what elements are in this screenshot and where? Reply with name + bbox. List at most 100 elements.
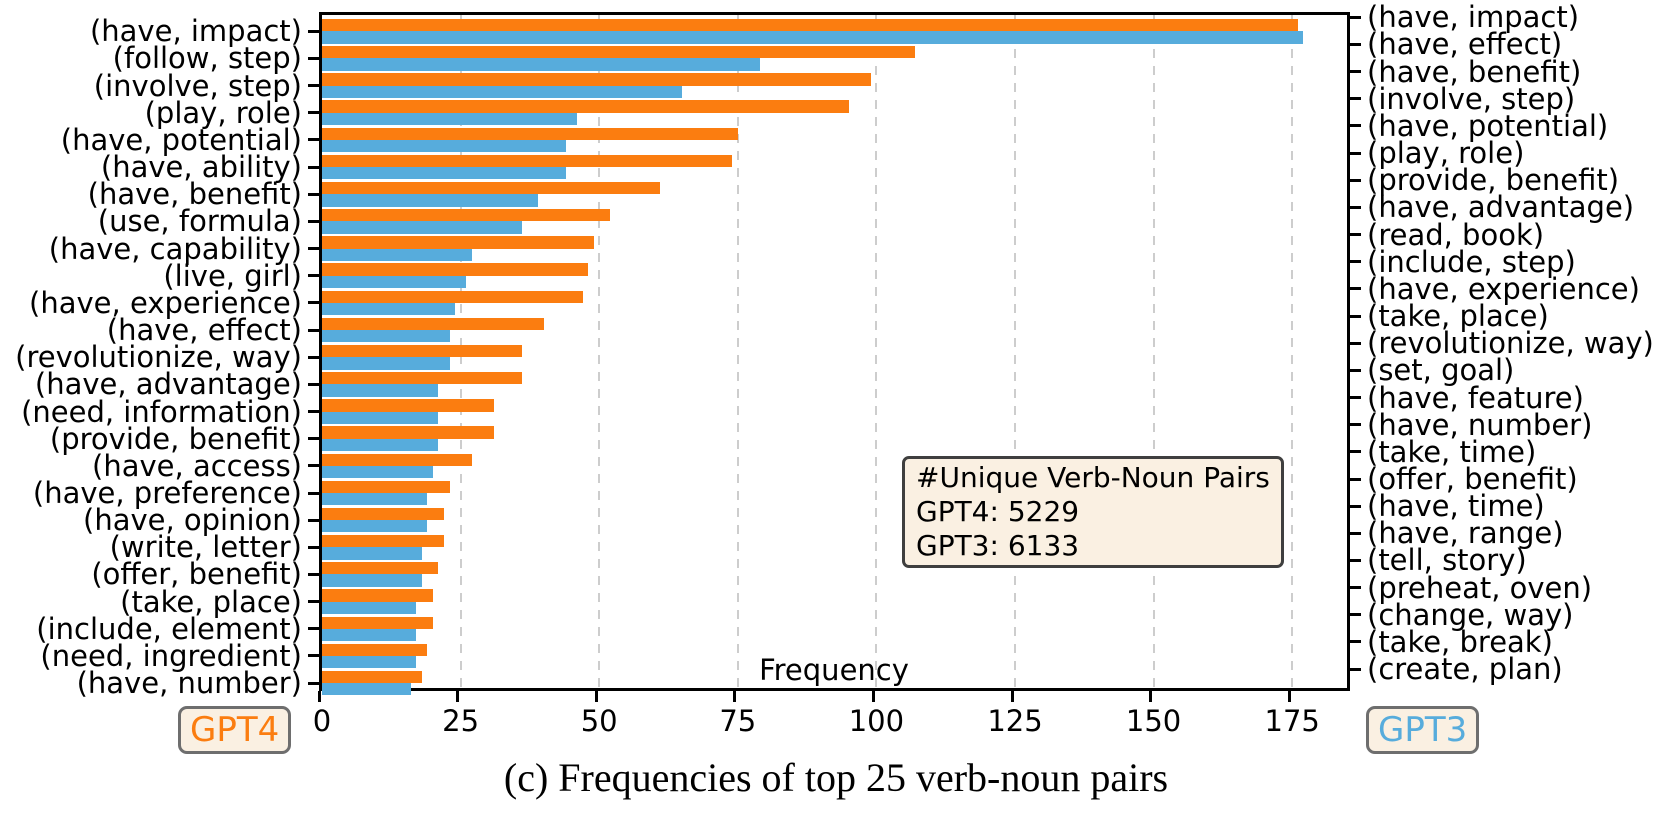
annotation-title: #Unique Verb-Noun Pairs [916,461,1270,494]
bar-gpt3 [322,221,522,234]
y-label-left: (have, experience) [29,285,302,320]
y-tick-right [1350,504,1361,508]
bar-gpt3 [322,384,439,397]
bar-gpt4 [322,507,444,521]
y-tick-right [1350,667,1361,671]
bar-gpt3 [322,31,1304,44]
bar-gpt3 [322,58,760,71]
x-tick [733,691,737,702]
x-tick [317,691,321,702]
y-tick-left [308,165,319,169]
y-label-left: (use, formula) [97,204,302,239]
y-tick-left [308,410,319,414]
bar-gpt4 [322,453,472,466]
y-label-left: (have, benefit) [87,177,302,212]
y-tick-right [1350,477,1361,481]
y-label-left: (have, number) [76,666,302,701]
bar-gpt3 [322,574,422,587]
gridline-75 [736,15,739,688]
bar-gpt4 [322,562,439,575]
y-label-left: (have, opinion) [83,503,302,538]
bar-gpt4 [322,18,1298,32]
bar-gpt3 [322,547,422,560]
y-tick-right [1350,396,1361,400]
y-label-right: (take, break) [1367,624,1553,659]
y-label-left: (have, potential) [60,122,302,157]
y-tick-right [1350,368,1361,372]
y-tick-left [308,491,319,495]
y-label-left: (play, role) [144,95,302,130]
y-label-right: (have, effect) [1367,27,1563,62]
bar-gpt3 [322,139,566,153]
y-tick-right [1350,287,1361,291]
y-label-right: (include, step) [1367,244,1576,279]
y-tick-left [308,355,319,359]
y-tick-right [1350,233,1361,237]
y-label-left: (have, access) [92,448,302,483]
bar-gpt3 [322,112,578,126]
y-tick-left [308,29,319,33]
x-tick-label: 25 [442,704,480,738]
y-tick-right [1350,450,1361,454]
y-tick-right [1350,124,1361,128]
bar-gpt4 [322,181,661,195]
bar-gpt4 [322,670,422,684]
bar-gpt4 [322,263,589,276]
x-tick-label: 150 [1125,704,1182,738]
y-label-right: (play, role) [1367,136,1525,171]
bar-gpt3 [322,85,683,98]
y-label-left: (have, advantage) [34,367,302,402]
y-tick-left [308,545,319,549]
y-tick-left [308,247,319,251]
y-label-left: (take, place) [120,584,302,619]
x-tick [1287,691,1291,702]
y-tick-right [1350,531,1361,535]
y-label-left: (follow, step) [112,41,302,76]
y-tick-right [1350,260,1361,264]
y-label-left: (need, information) [21,394,302,429]
y-tick-left [308,84,319,88]
gridline-50 [598,15,601,688]
y-tick-right [1350,151,1361,155]
x-tick-label: 75 [719,704,757,738]
y-tick-right [1350,42,1361,46]
y-label-left: (have, ability) [100,150,302,185]
x-tick [871,691,875,702]
y-tick-left [308,274,319,278]
bar-gpt4 [322,372,522,385]
y-label-right: (have, impact) [1367,0,1580,35]
y-label-left: (write, letter) [109,530,302,565]
bar-gpt4 [322,426,494,439]
y-tick-right [1350,423,1361,427]
bar-gpt4 [322,236,594,249]
y-tick-left [308,464,319,468]
y-label-left: (need, ingredient) [40,638,302,673]
x-tick-label: 175 [1264,704,1320,738]
y-tick-right [1350,178,1361,182]
y-tick-right [1350,205,1361,209]
x-tick [1149,691,1153,702]
y-tick-left [308,518,319,522]
bar-gpt4 [322,643,428,656]
y-tick-left [308,600,319,604]
bar-gpt4 [322,535,444,548]
y-label-right: (offer, benefit) [1367,462,1578,497]
y-tick-right [1350,341,1361,345]
bar-gpt3 [322,194,539,207]
y-label-right: (take, time) [1367,434,1537,469]
y-tick-right [1350,586,1361,590]
bar-gpt3 [322,683,411,696]
y-label-right: (have, benefit) [1367,54,1582,89]
y-label-right: (provide, benefit) [1367,163,1620,198]
y-tick-left [308,301,319,305]
bar-gpt3 [322,628,417,642]
legend-gpt3: GPT3 [1366,706,1480,754]
bar-gpt3 [322,493,428,506]
bar-gpt3 [322,520,428,533]
bar-gpt4 [322,344,522,358]
y-tick-left [308,437,319,441]
y-tick-left [308,111,319,115]
bar-gpt4 [322,480,450,493]
bar-gpt3 [322,167,566,180]
